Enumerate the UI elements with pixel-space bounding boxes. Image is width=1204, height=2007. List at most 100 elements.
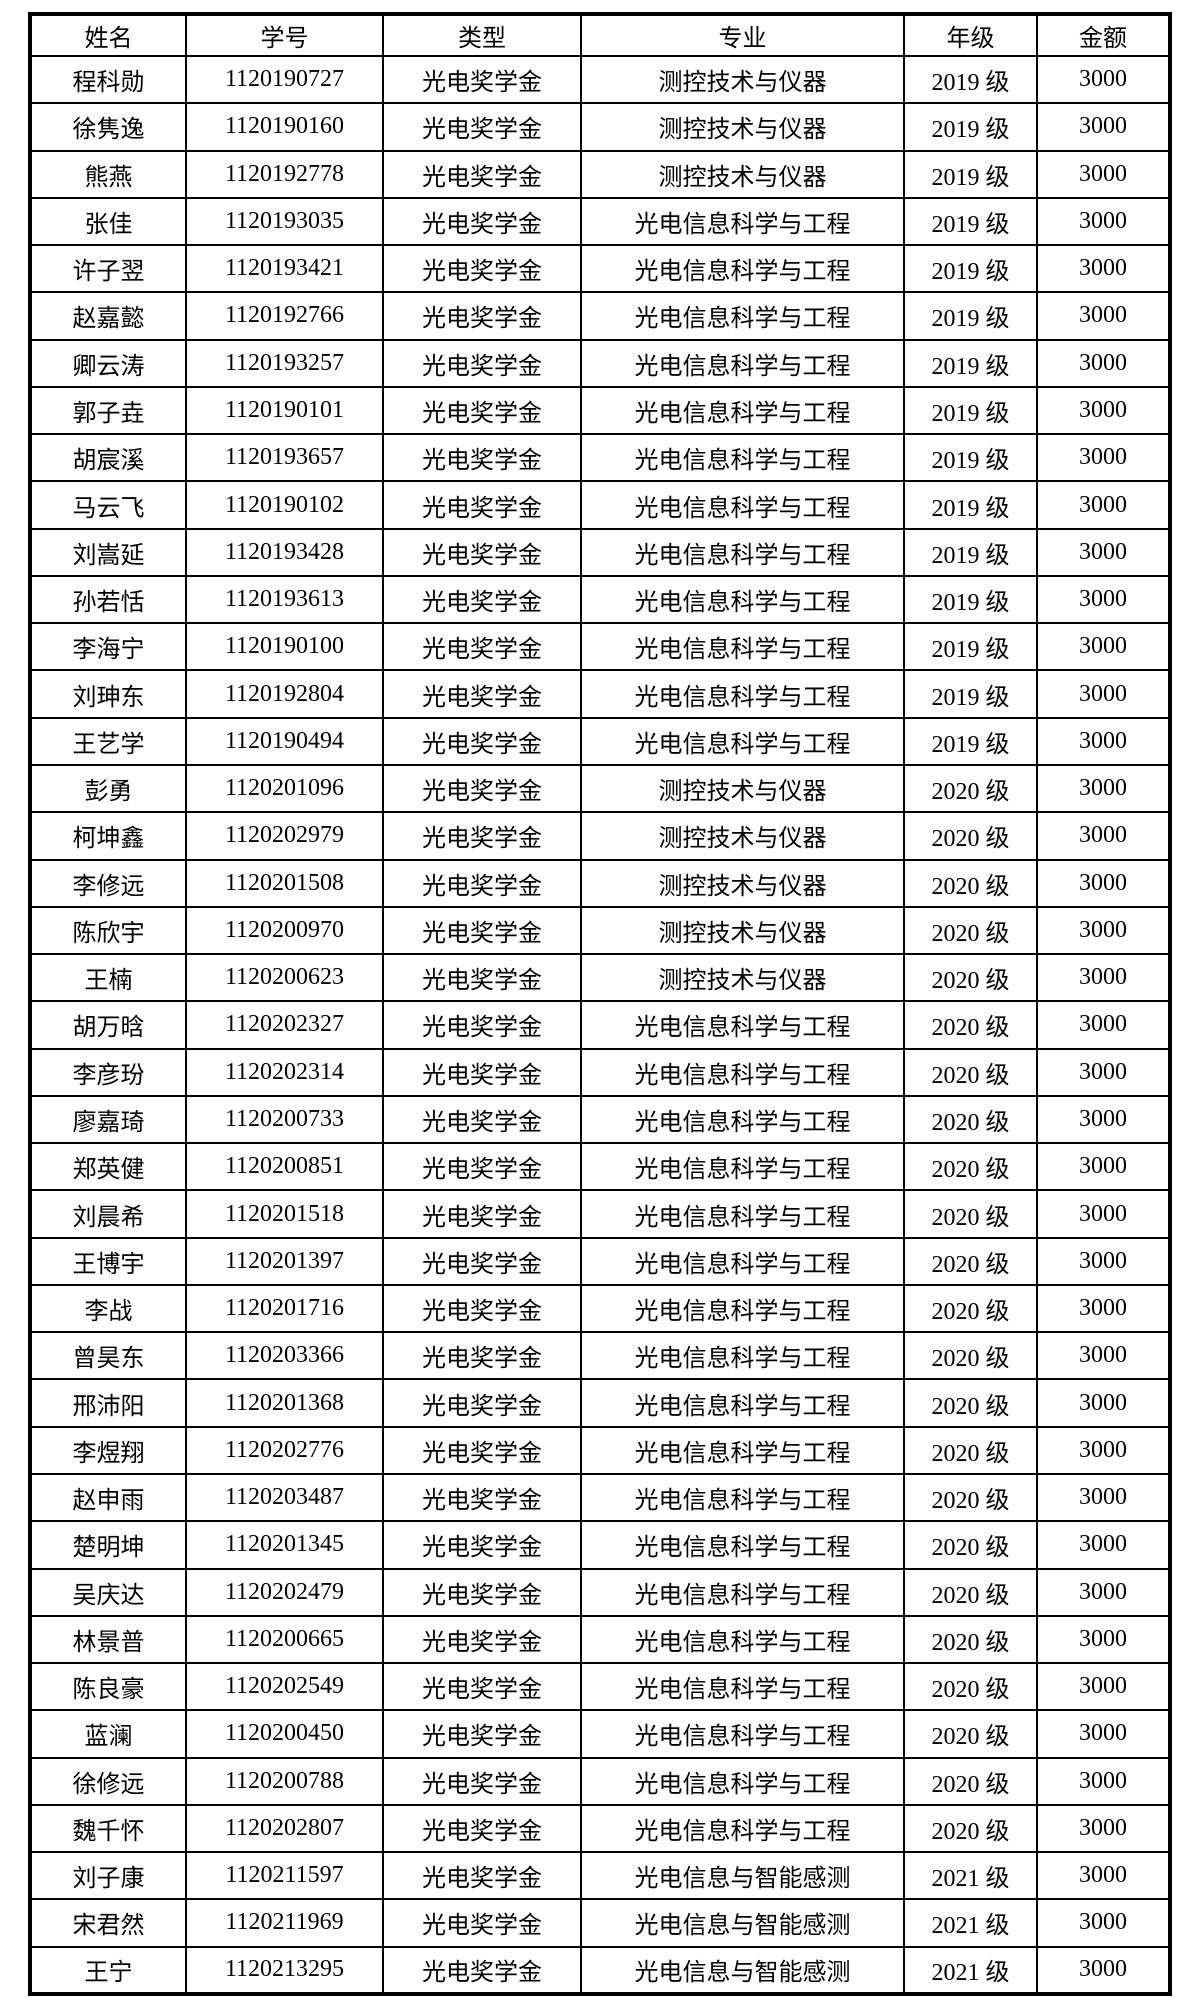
name-cell: 彭勇	[29, 763, 187, 814]
grade-cell: 2019 级	[903, 149, 1038, 199]
grade-cell: 2020 级	[903, 1614, 1038, 1665]
grade-cell: 2021 级	[903, 1851, 1038, 1901]
name-cell: 徐隽逸	[29, 102, 187, 152]
student-id-cell: 1120193613	[185, 574, 384, 625]
grade-cell: 2020 级	[903, 1425, 1038, 1475]
grade-cell: 2020 级	[903, 953, 1038, 1003]
grade-cell: 2019 级	[903, 433, 1038, 483]
amount-cell: 3000	[1036, 527, 1171, 577]
student-row: 蓝澜 1120200450 光电奖学金 光电信息科学与工程 2020 级 3000	[29, 1709, 1171, 1759]
type-cell: 光电奖学金	[382, 196, 582, 247]
student-row: 柯坤鑫 1120202979 光电奖学金 测控技术与仪器 2020 级 3000	[29, 811, 1171, 861]
grade-cell: 2020 级	[903, 811, 1038, 861]
amount-cell: 3000	[1036, 1000, 1171, 1050]
type-cell: 光电奖学金	[382, 385, 582, 436]
major-cell: 测控技术与仪器	[580, 149, 905, 199]
type-cell: 光电奖学金	[382, 622, 582, 672]
major-cell: 光电信息科学与工程	[580, 1662, 905, 1712]
amount-cell: 3000	[1036, 1898, 1171, 1948]
amount-cell: 3000	[1036, 669, 1171, 719]
grade-cell: 2019 级	[903, 622, 1038, 672]
type-cell: 光电奖学金	[382, 716, 582, 766]
student-id-cell: 1120201096	[185, 763, 384, 814]
amount-cell: 3000	[1036, 905, 1171, 956]
name-cell: 王艺学	[29, 716, 187, 766]
major-cell: 光电信息科学与工程	[580, 1094, 905, 1145]
name-cell: 宋君然	[29, 1898, 187, 1948]
student-id-cell: 1120201508	[185, 858, 384, 908]
type-cell: 光电奖学金	[382, 1236, 582, 1286]
name-cell: 卿云涛	[29, 338, 187, 388]
grade-cell: 2020 级	[903, 1803, 1038, 1854]
grade-cell: 2020 级	[903, 763, 1038, 814]
student-id-cell: 1120192778	[185, 149, 384, 199]
grade-cell: 2021 级	[903, 1898, 1038, 1948]
major-cell: 光电信息科学与工程	[580, 1709, 905, 1759]
type-cell: 光电奖学金	[382, 1000, 582, 1050]
amount-cell: 3000	[1036, 385, 1171, 436]
major-cell: 光电信息科学与工程	[580, 669, 905, 719]
name-cell: 郑英健	[29, 1142, 187, 1192]
type-cell: 光电奖学金	[382, 244, 582, 294]
type-cell: 光电奖学金	[382, 1851, 582, 1901]
type-cell: 光电奖学金	[382, 149, 582, 199]
student-id-cell: 1120202327	[185, 1000, 384, 1050]
student-row: 李战 1120201716 光电奖学金 光电信息科学与工程 2020 级 3000	[29, 1283, 1171, 1334]
type-cell: 光电奖学金	[382, 338, 582, 388]
student-row: 刘珅东 1120192804 光电奖学金 光电信息科学与工程 2019 级 3000	[29, 669, 1171, 719]
amount-cell: 3000	[1036, 622, 1171, 672]
major-cell: 光电信息科学与工程	[580, 196, 905, 247]
student-id-cell: 1120211597	[185, 1851, 384, 1901]
name-cell: 王宁	[29, 1945, 187, 1996]
student-id-cell: 1120202479	[185, 1567, 384, 1617]
grade-cell: 2019 级	[903, 480, 1038, 530]
name-cell: 柯坤鑫	[29, 811, 187, 861]
student-row: 陈欣宇 1120200970 光电奖学金 测控技术与仪器 2020 级 3000	[29, 905, 1171, 956]
name-cell: 李煜翔	[29, 1425, 187, 1475]
type-cell: 光电奖学金	[382, 1472, 582, 1523]
grade-cell: 2020 级	[903, 1378, 1038, 1428]
student-row: 王艺学 1120190494 光电奖学金 光电信息科学与工程 2019 级 3000	[29, 716, 1171, 766]
amount-cell: 3000	[1036, 1425, 1171, 1475]
student-id-cell: 1120200665	[185, 1614, 384, 1665]
student-id-cell: 1120200733	[185, 1094, 384, 1145]
student-id-cell: 1120202314	[185, 1047, 384, 1097]
student-row: 马云飞 1120190102 光电奖学金 光电信息科学与工程 2019 级 3000	[29, 480, 1171, 530]
student-row: 孙若恬 1120193613 光电奖学金 光电信息科学与工程 2019 级 3000	[29, 574, 1171, 625]
type-cell: 光电奖学金	[382, 1094, 582, 1145]
header-grade: 年级	[903, 13, 1038, 57]
scholarship-table: 姓名 学号 类型 专业 年级 金额 程科勋 1120190727 光电奖学金 测控技术…	[28, 12, 1172, 1996]
amount-cell: 3000	[1036, 1709, 1171, 1759]
student-row: 刘子康 1120211597 光电奖学金 光电信息与智能感测 2021 级 3000	[29, 1851, 1171, 1901]
student-row: 林景普 1120200665 光电奖学金 光电信息科学与工程 2020 级 3000	[29, 1614, 1171, 1665]
student-row: 王博宇 1120201397 光电奖学金 光电信息科学与工程 2020 级 3000	[29, 1236, 1171, 1286]
student-id-cell: 1120190101	[185, 385, 384, 436]
name-cell: 李海宁	[29, 622, 187, 672]
student-id-cell: 1120201518	[185, 1189, 384, 1239]
type-cell: 光电奖学金	[382, 1709, 582, 1759]
student-row: 赵申雨 1120203487 光电奖学金 光电信息科学与工程 2020 级 3000	[29, 1472, 1171, 1523]
student-id-cell: 1120202807	[185, 1803, 384, 1854]
student-id-cell: 1120201345	[185, 1520, 384, 1570]
student-row: 赵嘉懿 1120192766 光电奖学金 光电信息科学与工程 2019 级 3000	[29, 291, 1171, 341]
major-cell: 光电信息与智能感测	[580, 1851, 905, 1901]
amount-cell: 3000	[1036, 858, 1171, 908]
grade-cell: 2020 级	[903, 905, 1038, 956]
student-id-cell: 1120200623	[185, 953, 384, 1003]
student-row: 李海宁 1120190100 光电奖学金 光电信息科学与工程 2019 级 3000	[29, 622, 1171, 672]
amount-cell: 3000	[1036, 811, 1171, 861]
name-cell: 张佳	[29, 196, 187, 247]
student-id-cell: 1120202776	[185, 1425, 384, 1475]
major-cell: 测控技术与仪器	[580, 858, 905, 908]
student-id-cell: 1120200851	[185, 1142, 384, 1192]
type-cell: 光电奖学金	[382, 1331, 582, 1381]
grade-cell: 2019 级	[903, 196, 1038, 247]
grade-cell: 2019 级	[903, 527, 1038, 577]
student-row: 王宁 1120213295 光电奖学金 光电信息与智能感测 2021 级 3000	[29, 1945, 1171, 1996]
student-id-cell: 1120201397	[185, 1236, 384, 1286]
grade-cell: 2019 级	[903, 291, 1038, 341]
student-row: 邢沛阳 1120201368 光电奖学金 光电信息科学与工程 2020 级 3000	[29, 1378, 1171, 1428]
amount-cell: 3000	[1036, 1803, 1171, 1854]
type-cell: 光电奖学金	[382, 574, 582, 625]
name-cell: 曾昊东	[29, 1331, 187, 1381]
